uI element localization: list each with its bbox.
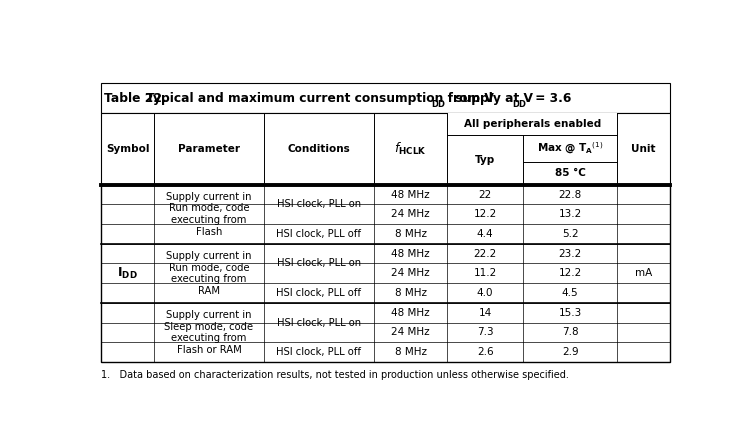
- Text: 8 MHz: 8 MHz: [395, 347, 426, 357]
- Text: 7.3: 7.3: [477, 327, 493, 337]
- Text: Supply current in
Sleep mode, code
executing from
Flash or RAM: Supply current in Sleep mode, code execu…: [165, 310, 253, 355]
- Text: Symbol: Symbol: [106, 144, 149, 154]
- Text: Supply current in
Run mode, code
executing from
RAM: Supply current in Run mode, code executi…: [166, 251, 252, 296]
- Text: 2.9: 2.9: [562, 347, 578, 357]
- Text: HSI clock, PLL on: HSI clock, PLL on: [277, 318, 361, 328]
- Text: mA: mA: [635, 268, 652, 278]
- Text: 14: 14: [478, 308, 492, 318]
- Text: 4.4: 4.4: [477, 229, 493, 239]
- Text: 48 MHz: 48 MHz: [391, 249, 430, 258]
- Text: supply at V: supply at V: [450, 92, 532, 105]
- Text: DD: DD: [432, 100, 445, 109]
- Text: 24 MHz: 24 MHz: [391, 327, 430, 337]
- Text: HSI clock, PLL off: HSI clock, PLL off: [277, 288, 362, 298]
- Bar: [101, 83, 670, 113]
- Text: HSI clock, PLL off: HSI clock, PLL off: [277, 347, 362, 357]
- Text: Parameter: Parameter: [178, 144, 240, 154]
- Text: Typ: Typ: [475, 155, 496, 165]
- Text: Table 22.: Table 22.: [104, 92, 167, 105]
- Text: 24 MHz: 24 MHz: [391, 268, 430, 278]
- Text: 5.2: 5.2: [562, 229, 578, 239]
- Text: 48 MHz: 48 MHz: [391, 308, 430, 318]
- Text: 15.3: 15.3: [559, 308, 582, 318]
- Text: 48 MHz: 48 MHz: [391, 190, 430, 199]
- Text: Max @ T$_\mathregular{A}$$^{(1)}$: Max @ T$_\mathregular{A}$$^{(1)}$: [537, 141, 603, 156]
- Text: = 3.6: = 3.6: [531, 92, 572, 105]
- Text: DD: DD: [512, 100, 526, 109]
- Text: Conditions: Conditions: [287, 144, 350, 154]
- Text: 22.2: 22.2: [474, 249, 497, 258]
- Text: 11.2: 11.2: [474, 268, 497, 278]
- Text: 22: 22: [478, 190, 492, 199]
- Text: 8 MHz: 8 MHz: [395, 229, 426, 239]
- Text: Typical and maximum current consumption from V: Typical and maximum current consumption …: [147, 92, 494, 105]
- Text: HSI clock, PLL on: HSI clock, PLL on: [277, 199, 361, 209]
- Text: 13.2: 13.2: [559, 209, 582, 219]
- Text: All peripherals enabled: All peripherals enabled: [464, 119, 601, 129]
- Text: I$_\mathregular{DD}$: I$_\mathregular{DD}$: [117, 266, 138, 281]
- Text: HSI clock, PLL off: HSI clock, PLL off: [277, 229, 362, 239]
- Text: HSI clock, PLL on: HSI clock, PLL on: [277, 258, 361, 269]
- Bar: [447, 113, 617, 135]
- Text: 7.8: 7.8: [562, 327, 578, 337]
- Text: Supply current in
Run mode, code
executing from
Flash: Supply current in Run mode, code executi…: [166, 192, 252, 237]
- Text: 23.2: 23.2: [559, 249, 582, 258]
- Text: Unit: Unit: [632, 144, 656, 154]
- Text: 22.8: 22.8: [559, 190, 582, 199]
- Text: $f_\mathregular{HCLK}$: $f_\mathregular{HCLK}$: [394, 141, 427, 157]
- Text: 12.2: 12.2: [559, 268, 582, 278]
- Text: 8 MHz: 8 MHz: [395, 288, 426, 298]
- Text: 1.   Data based on characterization results, not tested in production unless oth: 1. Data based on characterization result…: [101, 370, 569, 381]
- Text: 4.5: 4.5: [562, 288, 578, 298]
- Text: 2.6: 2.6: [477, 347, 493, 357]
- Text: 4.0: 4.0: [477, 288, 493, 298]
- Text: 12.2: 12.2: [474, 209, 497, 219]
- Text: 24 MHz: 24 MHz: [391, 209, 430, 219]
- Text: 85 °C: 85 °C: [555, 168, 586, 178]
